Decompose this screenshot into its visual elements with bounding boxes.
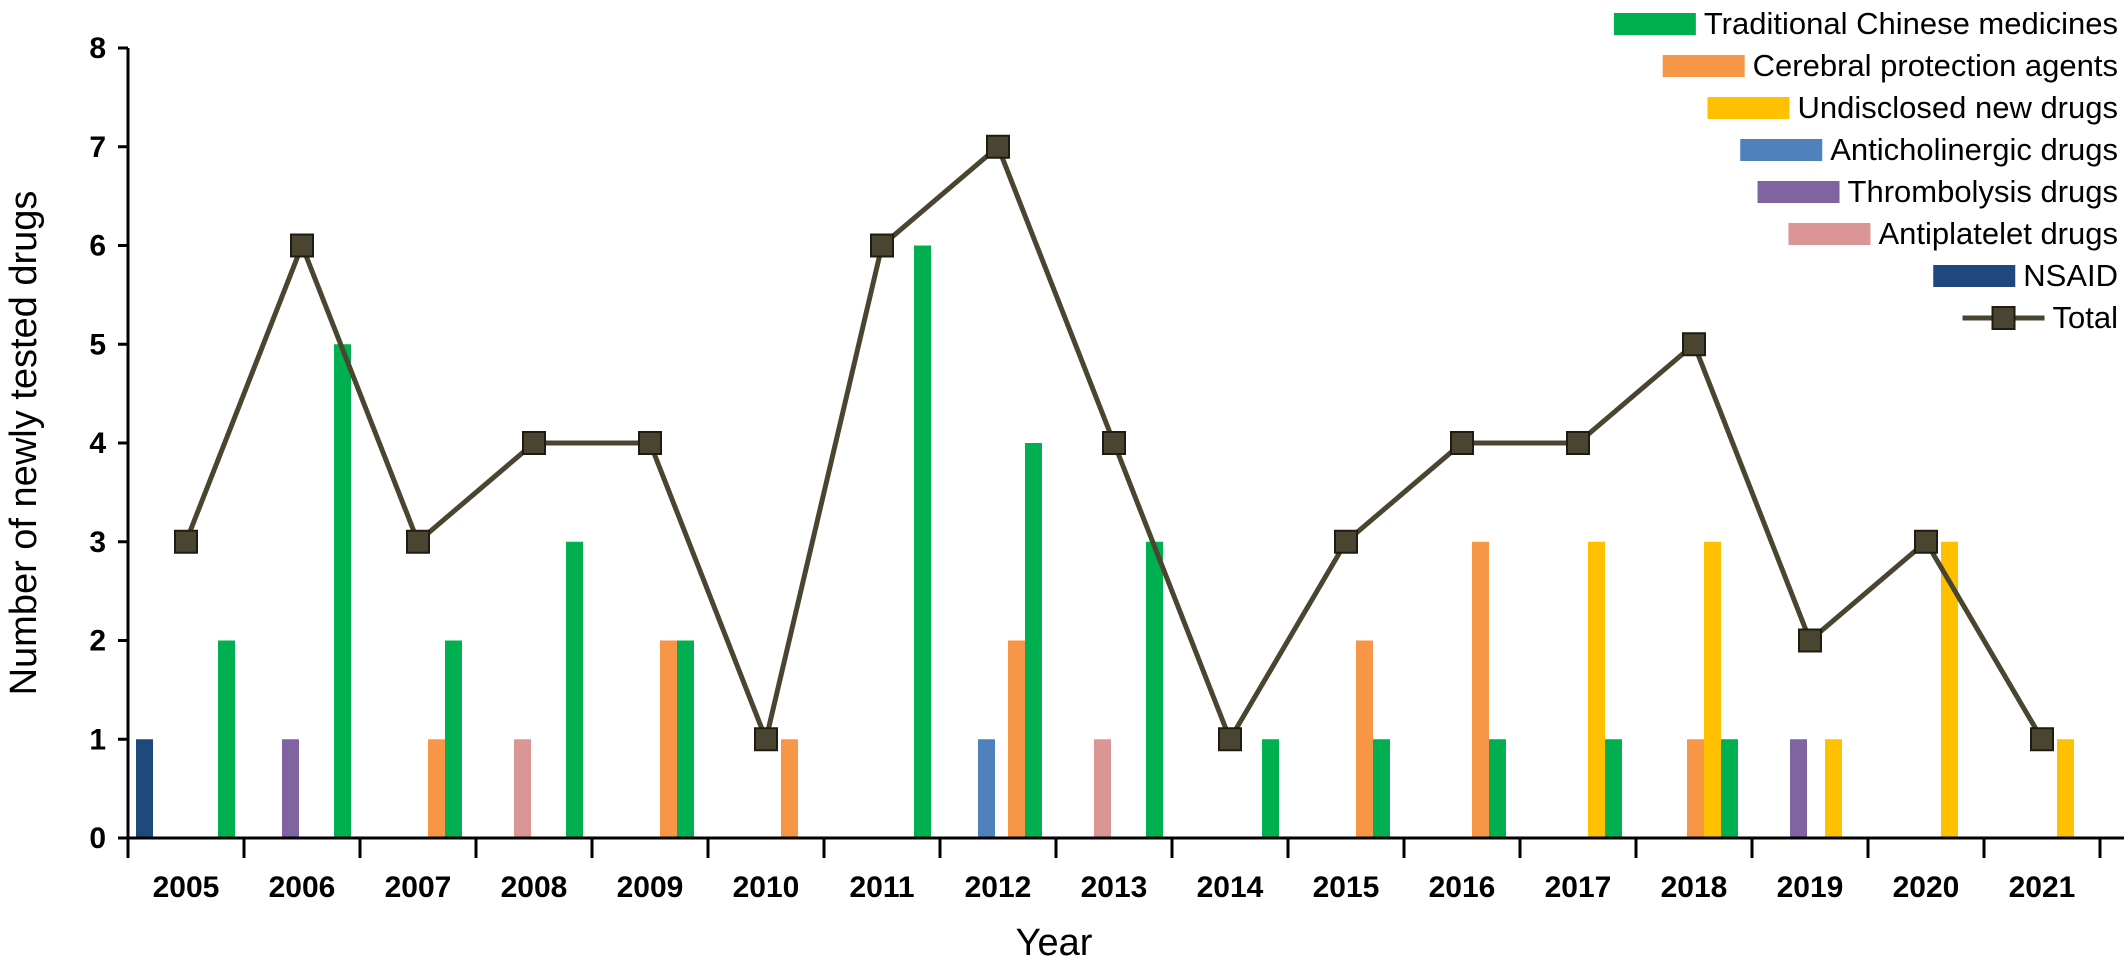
legend-label-traditional-chinese-medicines: Traditional Chinese medicines <box>1704 6 2118 41</box>
bar-cerebral-protection-agents-2018 <box>1687 739 1704 838</box>
y-tick-label: 8 <box>89 32 106 65</box>
legend-swatch-antiplatelet-drugs <box>1788 223 1871 245</box>
x-tick-label: 2018 <box>1661 871 1728 904</box>
total-marker-2016 <box>1450 431 1474 455</box>
total-marker-2010 <box>754 727 778 752</box>
legend-label-nsaid: NSAID <box>2023 258 2118 293</box>
x-tick-label: 2006 <box>269 871 336 904</box>
legend-marker-total <box>1991 306 2016 330</box>
bar-traditional-chinese-medicines-2005 <box>218 640 235 838</box>
legend-swatch-undisclosed-new-drugs <box>1707 97 1790 119</box>
total-marker-2014 <box>1218 727 1242 752</box>
y-tick-label: 7 <box>89 131 106 164</box>
x-tick-label: 2005 <box>153 871 220 904</box>
bar-traditional-chinese-medicines-2017 <box>1605 739 1622 838</box>
axes <box>118 46 2124 858</box>
bar-cerebral-protection-agents-2015 <box>1356 640 1373 838</box>
bar-traditional-chinese-medicines-2014 <box>1262 739 1279 838</box>
bar-traditional-chinese-medicines-2006 <box>334 344 351 838</box>
bar-traditional-chinese-medicines-2018 <box>1721 739 1738 838</box>
bar-antiplatelet-drugs-2008 <box>514 739 531 838</box>
x-tick-label: 2016 <box>1429 871 1496 904</box>
bar-traditional-chinese-medicines-2013 <box>1146 541 1163 838</box>
legend-swatch-traditional-chinese-medicines <box>1613 13 1696 35</box>
legend-label-undisclosed-new-drugs: Undisclosed new drugs <box>1797 90 2118 125</box>
legend-label-antiplatelet-drugs: Antiplatelet drugs <box>1878 216 2118 251</box>
bar-traditional-chinese-medicines-2009 <box>677 640 694 838</box>
y-axis-title: Number of newly tested drugs <box>3 191 45 696</box>
x-tick-label: 2013 <box>1081 871 1148 904</box>
x-tick-label: 2007 <box>385 871 452 904</box>
bar-traditional-chinese-medicines-2012 <box>1025 443 1042 838</box>
x-tick-label: 2008 <box>501 871 568 904</box>
total-marker-2008 <box>522 431 546 455</box>
bar-traditional-chinese-medicines-2016 <box>1489 739 1506 838</box>
total-marker-2009 <box>638 431 662 455</box>
tick-labels: 0 1 2 3 4 5 6 7 8 2005 2006 2007 2008 2009 2010 2011 201… <box>89 32 2075 904</box>
bar-nsaid-2005 <box>136 739 153 838</box>
total-marker-2005 <box>174 529 198 554</box>
total-marker-2019 <box>1798 628 1822 653</box>
x-tick-label: 2021 <box>2009 871 2076 904</box>
total-marker-2012 <box>986 134 1010 159</box>
total-marker-2006 <box>290 233 314 258</box>
total-marker-2021 <box>2030 727 2054 752</box>
x-tick-label: 2020 <box>1893 871 1960 904</box>
bar-cerebral-protection-agents-2007 <box>428 739 445 838</box>
total-line-layer <box>174 134 2054 752</box>
legend-swatch-thrombolysis-drugs <box>1757 181 1840 203</box>
x-tick-label: 2017 <box>1545 871 1612 904</box>
legend-swatch-anticholinergic-drugs <box>1740 139 1823 161</box>
bar-undisclosed-new-drugs-2021 <box>2057 739 2074 838</box>
bar-undisclosed-new-drugs-2019 <box>1825 739 1842 838</box>
bar-traditional-chinese-medicines-2008 <box>566 541 583 838</box>
legend: Traditional Chinese medicines Cerebral pr… <box>1613 6 2118 335</box>
y-tick-label: 1 <box>89 723 106 756</box>
legend-label-cerebral-protection-agents: Cerebral protection agents <box>1753 48 2118 83</box>
total-marker-2020 <box>1914 529 1938 554</box>
y-tick-label: 2 <box>89 625 106 658</box>
total-marker-2017 <box>1566 431 1590 455</box>
x-tick-label: 2019 <box>1777 871 1844 904</box>
legend-label-total: Total <box>2053 300 2118 335</box>
legend-swatch-cerebral-protection-agents <box>1662 55 1745 77</box>
bar-thrombolysis-drugs-2019 <box>1790 739 1807 838</box>
total-marker-2011 <box>870 233 894 258</box>
total-marker-2013 <box>1102 431 1126 455</box>
bar-undisclosed-new-drugs-2020 <box>1941 541 1958 838</box>
bar-traditional-chinese-medicines-2015 <box>1373 739 1390 838</box>
legend-label-anticholinergic-drugs: Anticholinergic drugs <box>1830 132 2118 167</box>
bar-traditional-chinese-medicines-2007 <box>445 640 462 838</box>
bar-cerebral-protection-agents-2009 <box>660 640 677 838</box>
bar-anticholinergic-drugs-2012 <box>978 739 995 838</box>
legend-swatch-nsaid <box>1933 265 2016 287</box>
bar-antiplatelet-drugs-2013 <box>1094 739 1111 838</box>
legend-label-thrombolysis-drugs: Thrombolysis drugs <box>1848 174 2118 209</box>
x-tick-label: 2014 <box>1197 871 1264 904</box>
total-marker-2007 <box>406 529 430 554</box>
x-axis-title: Year <box>1016 922 1093 964</box>
bar-cerebral-protection-agents-2012 <box>1008 640 1025 838</box>
total-marker-2018 <box>1682 332 1706 357</box>
bars-layer <box>136 245 2074 838</box>
bar-cerebral-protection-agents-2016 <box>1472 541 1489 838</box>
x-tick-label: 2011 <box>849 871 914 904</box>
y-tick-label: 0 <box>89 822 106 855</box>
y-tick-label: 3 <box>89 526 106 559</box>
x-tick-label: 2010 <box>733 871 800 904</box>
bar-traditional-chinese-medicines-2011 <box>914 245 931 838</box>
total-marker-2015 <box>1334 529 1358 554</box>
bar-undisclosed-new-drugs-2017 <box>1588 541 1605 838</box>
bar-undisclosed-new-drugs-2018 <box>1704 541 1721 838</box>
x-tick-label: 2009 <box>617 871 684 904</box>
bar-thrombolysis-drugs-2006 <box>282 739 299 838</box>
y-tick-label: 6 <box>89 230 106 263</box>
bar-cerebral-protection-agents-2010 <box>781 739 798 838</box>
y-tick-label: 5 <box>89 328 106 361</box>
y-tick-label: 4 <box>89 427 106 460</box>
x-tick-label: 2012 <box>965 871 1032 904</box>
x-tick-label: 2015 <box>1313 871 1380 904</box>
